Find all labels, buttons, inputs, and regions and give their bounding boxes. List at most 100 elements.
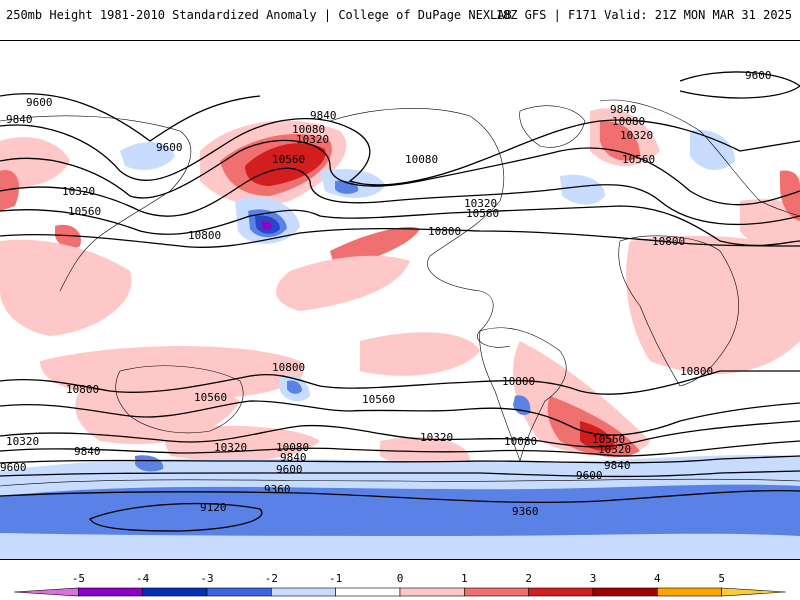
anomaly-pos2-far-east [780, 170, 800, 221]
map-svg: 9600 9840 9600 9840 10080 10320 10560 10… [0, 69, 800, 559]
colorbar-segment [206, 587, 272, 597]
anomaly-neg1-europe [690, 130, 735, 171]
colorbar-svg: -5 -4 -3 -2 -1 0 1 2 3 4 5 [13, 572, 787, 597]
label-10560-na: 10560 [466, 207, 499, 220]
colorbar-tick-label: 5 [718, 572, 725, 585]
colorbar-segment [528, 587, 594, 597]
label-10800-spac: 10800 [272, 361, 305, 374]
label-10800-eu: 10800 [652, 235, 685, 248]
contour-9600-south [0, 470, 800, 478]
contour-10560-south [0, 400, 800, 436]
label-9840-seatl: 9840 [604, 459, 631, 472]
contour-9360 [0, 490, 800, 504]
label-9600-sw: 9600 [0, 461, 27, 474]
label-10320-pac: 10320 [296, 133, 329, 146]
height-contours [0, 71, 800, 532]
coast-antarctica [0, 478, 800, 487]
colorbar-tick-label: 1 [461, 572, 468, 585]
colorbar-tick-label: -1 [329, 572, 342, 585]
anomaly-map[interactable]: 9600 9840 9600 9840 10080 10320 10560 10… [0, 40, 800, 560]
colorbar-tick-label: 4 [654, 572, 661, 585]
colorbar-segments [13, 587, 787, 597]
colorbar-segment [592, 587, 658, 597]
anomaly-pos1-west-europe [0, 137, 70, 188]
anomaly-pos1-s-amer-atl [512, 341, 650, 456]
label-9600-alaska: 9600 [156, 141, 183, 154]
label-10320-satl: 10320 [420, 431, 453, 444]
colorbar-segment [13, 587, 79, 597]
label-9600-spac: 9600 [276, 463, 303, 476]
anomaly-neg2-sh-pac [135, 455, 164, 472]
anomaly-pos1-trop-atl [360, 332, 480, 376]
colorbar-segment [721, 587, 787, 597]
colorbar-tick-label: 2 [525, 572, 532, 585]
label-10320-seatl: 10320 [598, 443, 631, 456]
label-10800-na: 10800 [428, 225, 461, 238]
map-title: 250mb Height 1981-2010 Standardized Anom… [6, 8, 512, 22]
label-10560-west: 10560 [68, 205, 101, 218]
label-10080-spac: 10080 [276, 441, 309, 454]
colorbar-segment [657, 587, 722, 597]
anomaly-pos2-europe-east [600, 120, 640, 161]
coast-south-america [479, 327, 567, 463]
colorbar-tick-label: 3 [590, 572, 597, 585]
contour-10080-south [0, 440, 800, 457]
anomaly-pos1-central-pac [276, 255, 410, 311]
contour-10320 [0, 167, 800, 226]
anomaly-neg1-atl-low [560, 174, 605, 205]
contour-9120 [89, 502, 263, 532]
anomaly-pos3-nepac [245, 143, 326, 186]
anomaly-pos1-far-east [740, 199, 800, 253]
label-10560-pac: 10560 [272, 153, 305, 166]
label-9840-eu: 9840 [610, 103, 637, 116]
contour-10080 [0, 139, 800, 206]
contour-9840 [0, 118, 800, 186]
contour-10800-south [0, 370, 800, 395]
label-10320-eu: 10320 [620, 129, 653, 142]
contour-9840-south [0, 455, 800, 464]
coast-greenland [519, 105, 586, 148]
coast-north-america [329, 108, 511, 348]
colorbar-segment [142, 587, 208, 597]
coast-australia [115, 365, 244, 434]
label-10320-na: 10320 [464, 197, 497, 210]
label-10080-pac: 10080 [292, 123, 325, 136]
header: 250mb Height 1981-2010 Standardized Anom… [0, 0, 800, 40]
label-9840-spac: 9840 [280, 451, 307, 464]
positive-anomaly-shading [0, 108, 800, 468]
label-9840-pac: 9840 [310, 109, 337, 122]
coast-europe [599, 99, 800, 217]
colorbar-segment [464, 587, 529, 597]
anomaly-pos1-china [0, 239, 132, 336]
colorbar-segment [399, 587, 465, 597]
label-9600-seatl: 9600 [576, 469, 603, 482]
colorbar-segment [335, 587, 401, 597]
label-9840-nw: 9840 [6, 113, 33, 126]
colorbar: -5 -4 -3 -2 -1 0 1 2 3 4 5 [0, 560, 800, 600]
anomaly-neg2-antarctic [0, 484, 800, 536]
label-9600-arctic: 9600 [745, 69, 772, 82]
anomaly-neg1-gulf-alaska [120, 141, 175, 170]
label-10800-sw: 10800 [66, 383, 99, 396]
contour-10800-north [0, 227, 800, 248]
contour-9600-arctic [679, 71, 800, 99]
label-10320-west: 10320 [62, 185, 95, 198]
colorbar-tick-label: -2 [265, 572, 278, 585]
label-10080-eu: 10080 [612, 115, 645, 128]
anomaly-neg4-nw-pac-low [262, 221, 273, 230]
label-9360-pac: 9360 [264, 483, 291, 496]
colorbar-ticks: -5 -4 -3 -2 -1 0 1 2 3 4 5 [72, 572, 725, 585]
coast-asia [0, 115, 192, 292]
label-9120: 9120 [200, 501, 227, 514]
label-10560-eu: 10560 [622, 153, 655, 166]
label-10320-spac: 10320 [214, 441, 247, 454]
colorbar-tick-label: -5 [72, 572, 85, 585]
label-10800-pac: 10800 [188, 229, 221, 242]
contour-10560 [0, 205, 800, 247]
label-10320-sw: 10320 [6, 435, 39, 448]
contour-9600-north [0, 93, 261, 142]
anomaly-pos1-australia [75, 380, 241, 445]
contour-10320-south [0, 420, 800, 448]
anomaly-pos2-asia [55, 224, 81, 249]
anomaly-pos2-west-europe [0, 170, 20, 211]
